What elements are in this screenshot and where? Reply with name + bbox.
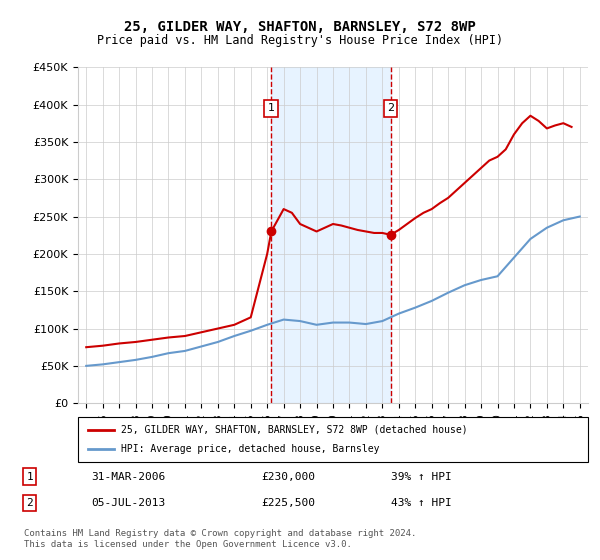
Text: Price paid vs. HM Land Registry's House Price Index (HPI): Price paid vs. HM Land Registry's House … <box>97 34 503 46</box>
Text: HPI: Average price, detached house, Barnsley: HPI: Average price, detached house, Barn… <box>121 445 380 455</box>
Text: 39% ↑ HPI: 39% ↑ HPI <box>391 472 451 482</box>
Text: 1: 1 <box>268 103 275 113</box>
FancyBboxPatch shape <box>78 417 588 462</box>
Text: 2: 2 <box>26 498 33 508</box>
Text: 05-JUL-2013: 05-JUL-2013 <box>92 498 166 508</box>
Text: 25, GILDER WAY, SHAFTON, BARNSLEY, S72 8WP (detached house): 25, GILDER WAY, SHAFTON, BARNSLEY, S72 8… <box>121 424 468 435</box>
Text: 1: 1 <box>26 472 33 482</box>
Bar <box>271 67 391 403</box>
Text: £230,000: £230,000 <box>261 472 315 482</box>
Text: Contains HM Land Registry data © Crown copyright and database right 2024.
This d: Contains HM Land Registry data © Crown c… <box>24 529 416 549</box>
Text: 2: 2 <box>387 103 394 113</box>
Text: 43% ↑ HPI: 43% ↑ HPI <box>391 498 451 508</box>
Text: 25, GILDER WAY, SHAFTON, BARNSLEY, S72 8WP: 25, GILDER WAY, SHAFTON, BARNSLEY, S72 8… <box>124 20 476 34</box>
Text: £225,500: £225,500 <box>261 498 315 508</box>
Text: 31-MAR-2006: 31-MAR-2006 <box>92 472 166 482</box>
